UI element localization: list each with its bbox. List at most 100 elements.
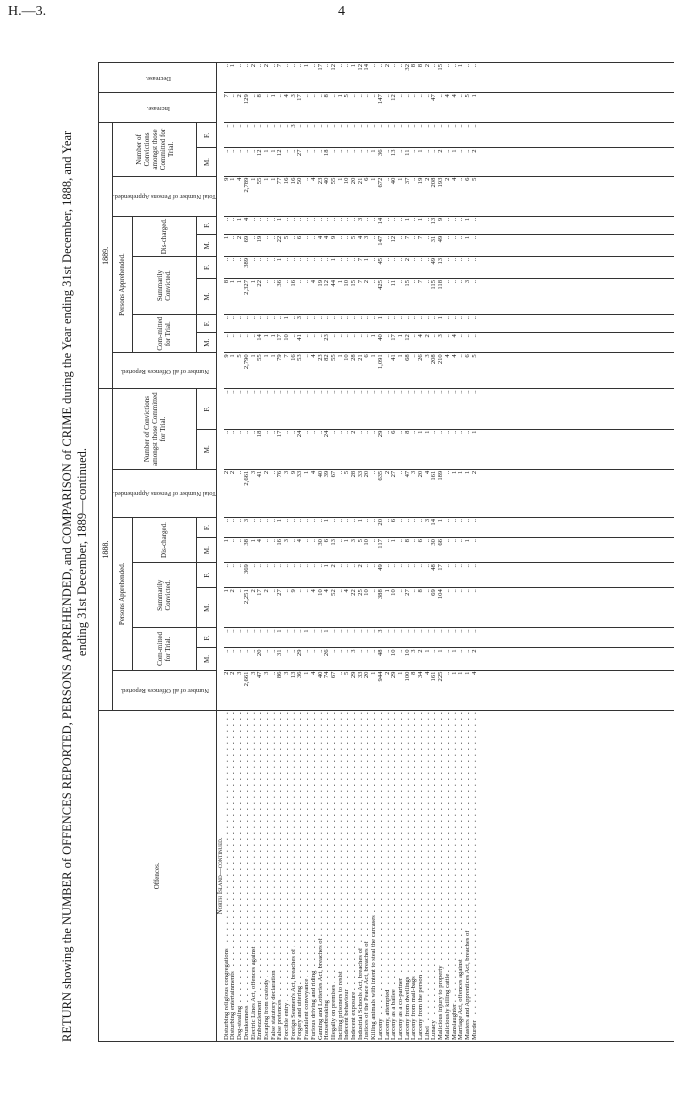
cell-summarily-f-1888: ..	[297, 562, 305, 588]
offence-label: Larceny as a bailee	[391, 987, 398, 1040]
cell-discharged-f-1889: ..	[297, 216, 305, 235]
cell-convictions-m-1889: ..	[357, 148, 365, 177]
cell-reported-1888: 4	[471, 670, 479, 711]
sex-header-m: M.	[196, 537, 217, 563]
cell-summarily-f-1888: ..	[277, 562, 285, 588]
cell-total-1888: 4	[310, 469, 318, 518]
cell-committed-f-1888: ..	[391, 627, 398, 648]
cell-summarily-f-1888: ..	[270, 562, 278, 588]
blank-cell	[478, 562, 675, 588]
cell-discharged-m-1888: ..	[411, 537, 419, 563]
sex-header-m: M.	[196, 429, 217, 470]
table-row: Larceny from the person342..8..6..201..2…	[418, 62, 425, 1042]
cell-convictions-f-1889: ..	[324, 122, 331, 148]
cell-summarily-m-1888: ..	[397, 587, 405, 628]
sex-header-f: F.	[196, 256, 217, 279]
cell-decrease: 8	[411, 62, 419, 93]
cell-convictions-m-1889: 36	[377, 148, 385, 177]
cell-summarily-f-1889: ..	[458, 256, 465, 279]
cell-decrease: 2	[263, 62, 271, 93]
cell-reported-1889: 1	[371, 352, 378, 389]
cell-reported-1888: 2	[230, 670, 238, 711]
cell-discharged-m-1888: 3	[351, 537, 358, 563]
cell-discharged-m-1888: ..	[263, 537, 271, 563]
cell-committed-m-1888: ..	[250, 647, 258, 671]
section-row: North Island—continued.	[216, 62, 224, 1042]
cell-convictions-m-1888: 2	[351, 429, 358, 470]
cell-committed-f-1888: ..	[263, 627, 271, 648]
cell-committed-m-1889: 40	[377, 332, 385, 353]
cell-reported-1888: 40	[317, 670, 325, 711]
table-row: Larceny as a bailee2910..10..16276..4117…	[391, 62, 398, 1042]
cell-decrease: 2	[424, 62, 432, 93]
cell-convictions-m-1888: ..	[284, 429, 291, 470]
cell-discharged-f-1888: ..	[384, 517, 392, 538]
cell-reported-1888: 161	[431, 670, 439, 711]
cell-total-1889: 1	[397, 176, 405, 217]
cell-committed-m-1889: ..	[384, 332, 392, 353]
cell-committed-m-1888: 2	[418, 647, 425, 671]
cell-convictions-m-1888: ..	[357, 429, 365, 470]
increase-header: Increase.	[98, 92, 217, 123]
cell-summarily-m-1888: 4	[344, 587, 352, 628]
cell-total-1889: 1	[337, 176, 345, 217]
cell-convictions-f-1889: ..	[364, 122, 372, 148]
cell-convictions-m-1888: ..	[223, 429, 231, 470]
cell-committed-f-1888: ..	[424, 627, 432, 648]
cell-convictions-f-1889: ..	[418, 122, 425, 148]
cell-convictions-m-1889: 13	[391, 148, 398, 177]
cell-convictions-f-1888: ..	[371, 388, 378, 430]
cell-convictions-m-1889: ..	[344, 148, 352, 177]
cell-convictions-f-1888: ..	[270, 388, 278, 430]
cell-convictions-m-1889: 1	[418, 148, 425, 177]
cell-discharged-m-1888: ..	[424, 537, 432, 563]
cell-increase: 7	[223, 92, 231, 123]
blank-cell	[478, 278, 675, 315]
offence-label: Escaping from custody	[263, 977, 270, 1040]
cell-total-1888: 20	[364, 469, 372, 518]
cell-summarily-m-1888: 388	[377, 587, 385, 628]
cell-discharged-f-1888: 1	[277, 517, 285, 538]
cell-discharged-f-1889: ..	[330, 216, 338, 235]
cell-increase: ..	[418, 92, 425, 123]
offence-label: Manslaughter	[451, 1001, 458, 1040]
cell-committed-f-1888: ..	[237, 627, 244, 648]
cell-committed-f-1888: ..	[371, 627, 378, 648]
cell-discharged-f-1889: ..	[397, 216, 405, 235]
table-row: Forgery and uttering3629......4..3324..5…	[297, 62, 305, 1042]
cell-discharged-m-1889: ..	[270, 234, 278, 257]
cell-summarily-m-1888: ..	[411, 587, 419, 628]
sex-header-m: M.	[196, 278, 217, 315]
apprehended-header-1889: Persons Apprehended.	[112, 216, 133, 353]
cell-summarily-m-1888: 69	[431, 587, 439, 628]
cell-discharged-m-1889: ..	[384, 234, 392, 257]
cell-committed-f-1888: ..	[384, 627, 392, 648]
cell-convictions-f-1889: ..	[230, 122, 238, 148]
cell-convictions-f-1889: ..	[330, 122, 338, 148]
cell-summarily-m-1888: 2	[250, 587, 258, 628]
cell-discharged-f-1889: ..	[257, 216, 264, 235]
cell-summarily-f-1889: ..	[384, 256, 392, 279]
cell-discharged-f-1889: ..	[250, 216, 258, 235]
sex-header-f: F.	[196, 122, 217, 148]
cell-summarily-f-1889: ..	[237, 256, 244, 279]
cell-reported-1889: ..	[304, 352, 311, 389]
cell-decrease: 12	[330, 62, 338, 93]
cell-committed-m-1888: ..	[284, 647, 291, 671]
table-row: Murder42..........21..5............52..1…	[471, 62, 479, 1042]
cell-committed-f-1889: ..	[270, 314, 278, 333]
cell-reported-1889: 3	[424, 352, 432, 389]
reported-header-1889: Number of all Offences Reported.	[112, 352, 217, 389]
cell-total-1889: 20	[351, 176, 358, 217]
cell-committed-f-1889: ..	[431, 314, 439, 333]
cell-increase: ..	[330, 92, 338, 123]
page-number: 4	[338, 4, 345, 19]
cell-convictions-f-1888: ..	[337, 388, 345, 430]
cell-committed-f-1889: ..	[344, 314, 352, 333]
offence-name: Electric Lines Act, offences against	[250, 710, 258, 1042]
cell-summarily-f-1889: 7	[357, 256, 365, 279]
cell-committed-f-1889: ..	[317, 314, 325, 333]
cell-committed-f-1888: ..	[257, 627, 264, 648]
cell-decrease: ..	[471, 62, 479, 93]
cell-discharged-f-1889: ..	[458, 216, 465, 235]
